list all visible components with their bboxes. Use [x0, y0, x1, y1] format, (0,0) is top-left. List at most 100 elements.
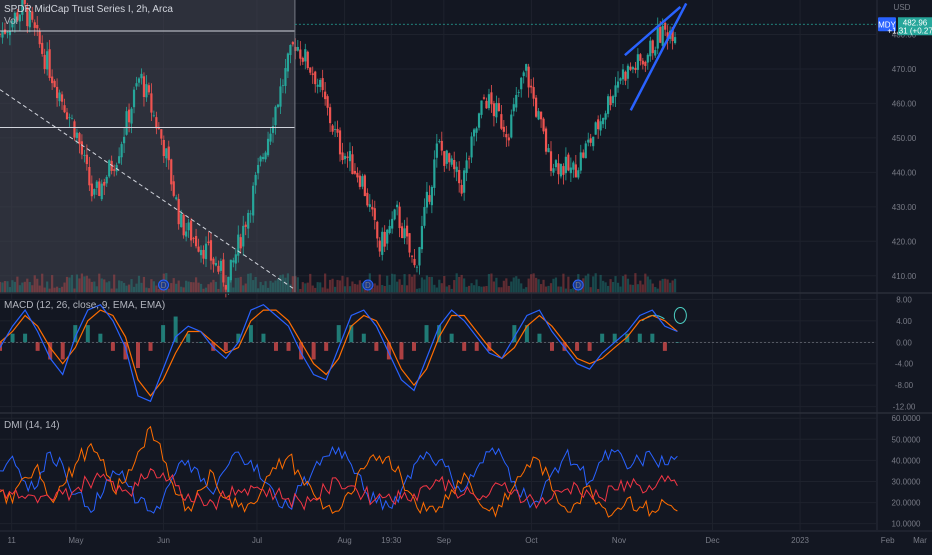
candle-body — [88, 166, 91, 186]
candle-body — [70, 118, 74, 120]
volume-bar — [199, 283, 203, 293]
macd-label[interactable]: MACD (12, 26, close, 9, EMA, EMA) — [4, 300, 166, 311]
volume-bar — [405, 285, 409, 293]
dmi-label[interactable]: DMI (14, 14) — [4, 420, 60, 431]
macd-highlight-circle[interactable] — [673, 306, 687, 324]
candle-body — [170, 159, 173, 185]
volume-bar — [276, 278, 280, 293]
candle-body — [291, 42, 294, 45]
volume-bar — [440, 283, 443, 293]
volume-bar — [204, 287, 208, 293]
candle-body — [137, 78, 141, 83]
candle-body — [646, 54, 649, 63]
macd-histogram-bar — [223, 342, 228, 351]
volume-bar — [209, 282, 213, 293]
dividend-marker[interactable] — [572, 279, 584, 291]
volume-bar — [329, 279, 332, 293]
candle-body — [192, 237, 195, 239]
volume-bar — [527, 278, 530, 293]
volume-bar — [629, 284, 632, 293]
candle-body — [234, 254, 237, 264]
candle-body — [542, 118, 545, 132]
volume-bar — [150, 279, 153, 293]
candle-body — [227, 276, 230, 294]
trend-line-drawing[interactable] — [0, 89, 296, 290]
volume-bar — [53, 287, 56, 293]
candle-body — [574, 164, 577, 178]
volume-bar — [671, 280, 674, 293]
macd-histogram-bar — [135, 342, 140, 369]
time-tick-label: 19:30 — [381, 536, 402, 545]
macd-histogram-bar — [374, 342, 379, 351]
macd-histogram-bar — [211, 342, 216, 351]
candle-body — [445, 150, 448, 164]
symbol-title[interactable]: SPDR MidCap Trust Series I, 2h, Arca — [4, 4, 173, 15]
macd-histogram-bar — [587, 342, 592, 351]
volume-bar — [455, 273, 458, 293]
candle-body — [150, 93, 153, 113]
macd-histogram-bar — [549, 342, 554, 351]
macd-histogram-bar — [148, 342, 153, 351]
volume-bar — [95, 286, 98, 293]
macd-histogram-bar — [48, 342, 53, 360]
candle-body — [319, 79, 322, 87]
candle-body — [562, 166, 565, 175]
volume-bar — [415, 288, 419, 293]
pane-separators[interactable] — [0, 0, 932, 532]
candle-body — [326, 96, 329, 108]
macd-histogram-bar — [110, 342, 115, 351]
volume-bar — [289, 284, 292, 293]
macd-tick-label: -4.00 — [895, 360, 914, 369]
volume-bar — [626, 278, 630, 293]
dividend-marker[interactable] — [158, 279, 170, 291]
volume-bar — [257, 288, 260, 293]
candle-body — [147, 85, 151, 93]
candle-body — [376, 221, 379, 239]
candle-body — [582, 152, 585, 158]
macd-histogram-bar — [273, 342, 278, 351]
volume-bar — [485, 286, 488, 293]
volume-bar — [291, 276, 294, 293]
macd-histogram-bar — [248, 325, 253, 343]
volume-bar — [470, 283, 473, 293]
candle-body — [333, 128, 337, 130]
candle-body — [217, 265, 220, 272]
volume-bar — [604, 282, 607, 293]
time-tick-label: Feb — [881, 536, 895, 545]
volume-bar — [192, 282, 195, 293]
volume-bar — [353, 283, 357, 293]
volume-bar — [549, 283, 553, 293]
volume-bar — [103, 279, 106, 293]
volume-bar — [115, 288, 118, 293]
wedge-line-drawing[interactable] — [624, 5, 682, 57]
volume-bar — [247, 273, 250, 293]
candle-body — [244, 224, 247, 227]
candle-body — [167, 146, 170, 161]
time-tick-label: Jun — [157, 536, 170, 545]
macd-histogram-bar — [462, 342, 467, 351]
candle-body — [68, 116, 71, 118]
volume-label[interactable]: Vol — [4, 16, 18, 27]
volume-bar — [73, 288, 76, 293]
time-tick-label: Nov — [612, 536, 626, 545]
volume-bar — [383, 286, 386, 293]
volume-bar — [624, 274, 627, 293]
dividend-marker[interactable] — [362, 279, 374, 291]
macd-histogram-bar — [286, 342, 291, 351]
volume-bar — [554, 277, 558, 293]
volume-bar — [448, 285, 451, 293]
candle-body — [63, 105, 66, 113]
volume-bar — [16, 276, 19, 293]
volume-bar — [505, 278, 508, 293]
price-badge[interactable]: MDY 482.96+1.31 (+0.27%) — [878, 17, 932, 36]
wedge-line-drawing[interactable] — [629, 2, 688, 111]
time-tick-label: Jul — [252, 536, 262, 545]
volume-bar — [433, 284, 436, 293]
candle-body — [497, 103, 500, 112]
candle-body — [284, 68, 287, 86]
volume-bar — [661, 278, 664, 293]
volume-bar — [644, 273, 647, 293]
symbol-badge-text: MDY — [878, 20, 896, 29]
